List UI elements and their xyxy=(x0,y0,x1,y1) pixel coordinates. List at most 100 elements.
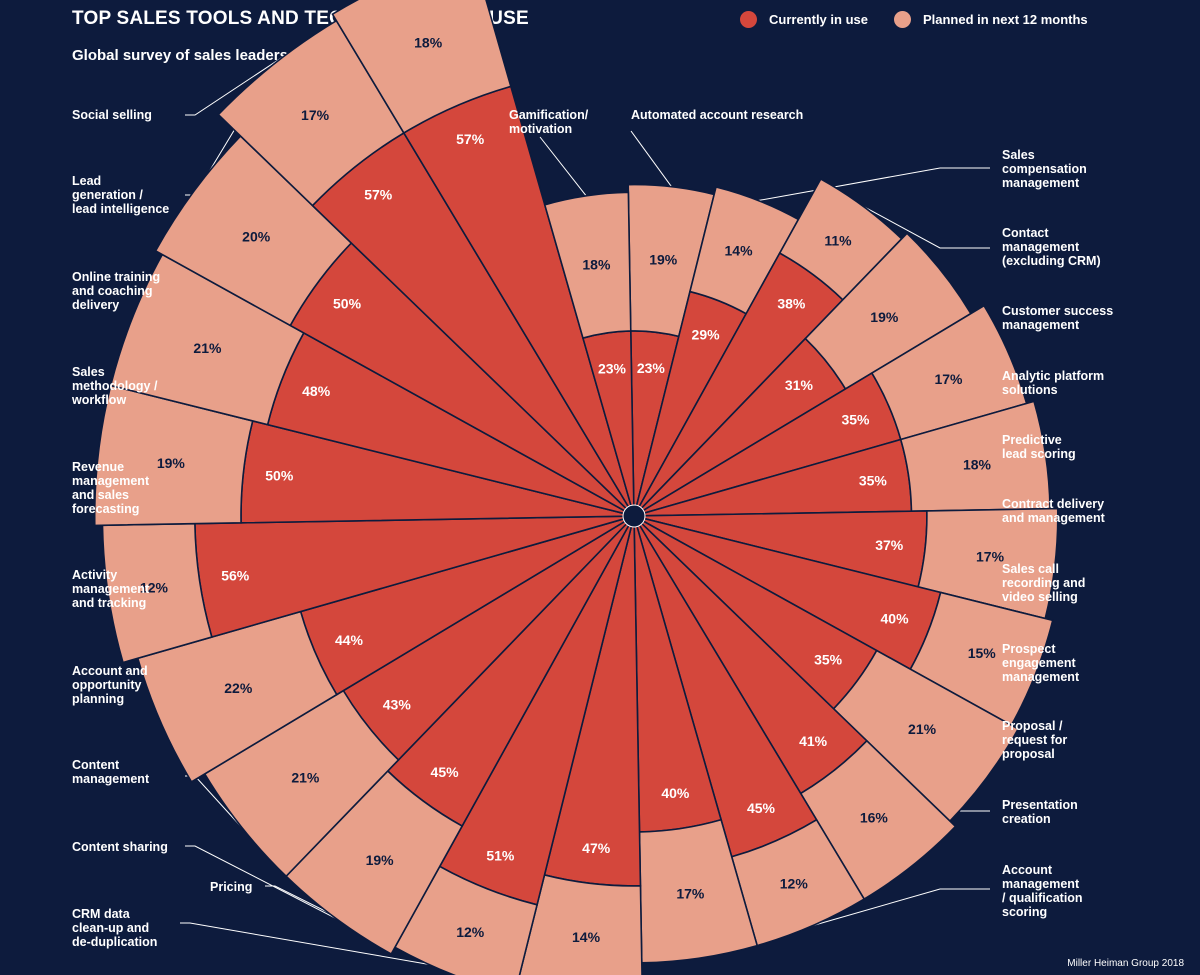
category-label-line: management xyxy=(1002,240,1080,254)
value-label-planned: 21% xyxy=(291,769,320,785)
category-label-line: delivery xyxy=(72,298,119,312)
category-label-line: and sales xyxy=(72,488,129,502)
category-label: Predictive lead scoring xyxy=(1002,433,1076,461)
value-label-current: 31% xyxy=(785,377,814,393)
source-credit: Miller Heiman Group 2018 xyxy=(1067,958,1184,969)
category-label-line: Account xyxy=(1002,863,1053,877)
value-label-planned: 16% xyxy=(860,810,889,826)
value-label-current: 44% xyxy=(335,632,364,648)
category-label-line: Predictive xyxy=(1002,433,1062,447)
category-label-line: / qualification xyxy=(1002,891,1083,905)
legend-swatch-current xyxy=(740,11,757,28)
value-label-planned: 20% xyxy=(242,228,271,244)
category-label-line: management xyxy=(1002,670,1080,684)
category-labels: Automated account research Sales compensat… xyxy=(71,108,1113,949)
category-label: Gamification/motivation xyxy=(509,108,589,136)
category-label-line: motivation xyxy=(509,122,572,136)
value-label-planned: 19% xyxy=(366,852,395,868)
category-label: Online training and coaching delivery xyxy=(72,270,160,312)
value-label-current: 23% xyxy=(637,360,666,376)
category-label-line: management xyxy=(1002,877,1080,891)
category-label-line: lead intelligence xyxy=(72,202,169,216)
category-label-line: engagement xyxy=(1002,656,1076,670)
category-label-line: management xyxy=(72,474,150,488)
value-label-planned: 17% xyxy=(976,549,1005,565)
category-label-line: Customer success xyxy=(1002,304,1113,318)
category-label-line: generation / xyxy=(72,188,143,202)
value-label-current: 23% xyxy=(598,361,627,377)
legend-label-current: Currently in use xyxy=(769,12,868,27)
value-labels: 23% 19% 29% 14% 38% 11% 31% 19% 35% 17% 35% 18% 37% 1… xyxy=(140,35,1005,945)
category-label-line: recording and xyxy=(1002,576,1085,590)
value-label-planned: 22% xyxy=(224,680,253,696)
category-label: CRM data clean-up and de-duplication xyxy=(72,907,157,949)
category-label: Revenue management and sales forecasting xyxy=(72,460,150,516)
bar-planned xyxy=(331,0,512,135)
category-label-line: Revenue xyxy=(72,460,124,474)
value-label-planned: 12% xyxy=(780,875,809,891)
value-label-current: 51% xyxy=(486,847,515,863)
value-label-planned: 17% xyxy=(301,107,330,123)
category-label-line: Prospect xyxy=(1002,642,1056,656)
category-label-line: Account and xyxy=(72,664,148,678)
category-label-line: and management xyxy=(1002,511,1106,525)
category-label-line: clean-up and xyxy=(72,921,149,935)
category-label-line: opportunity xyxy=(72,678,141,692)
value-label-planned: 18% xyxy=(963,457,992,473)
category-label: Content sharing xyxy=(72,840,168,854)
value-label-current: 50% xyxy=(333,296,362,312)
category-label-line: Content sharing xyxy=(72,840,168,854)
category-label-line: management xyxy=(72,772,150,786)
value-label-current: 35% xyxy=(841,412,870,428)
value-label-current: 29% xyxy=(692,326,721,342)
value-label-current: 47% xyxy=(582,840,611,856)
category-label-line: Contract delivery xyxy=(1002,497,1104,511)
category-label-line: Presentation xyxy=(1002,798,1078,812)
category-label-line: Sales call xyxy=(1002,562,1059,576)
category-label-line: request for xyxy=(1002,733,1067,747)
category-label: Presentation creation xyxy=(1002,798,1078,826)
category-label-line: forecasting xyxy=(72,502,139,516)
value-label-planned: 21% xyxy=(193,340,222,356)
category-label: Content management xyxy=(72,758,150,786)
category-label-line: Proposal / xyxy=(1002,719,1063,733)
category-label-line: Lead xyxy=(72,174,101,188)
category-label-line: (excluding CRM) xyxy=(1002,254,1101,268)
category-label: Pricing xyxy=(210,880,252,894)
category-label: Social selling xyxy=(72,108,152,122)
value-label-current: 56% xyxy=(221,568,250,584)
category-label-line: Sales xyxy=(72,365,105,379)
category-label-line: management xyxy=(1002,176,1080,190)
value-label-planned: 19% xyxy=(870,309,899,325)
category-label-line: Contact xyxy=(1002,226,1049,240)
legend-item-planned: Planned in next 12 months xyxy=(893,11,1088,28)
value-label-planned: 17% xyxy=(934,371,963,387)
value-label-planned: 18% xyxy=(414,35,443,51)
category-label-line: management xyxy=(1002,318,1080,332)
category-label: Sales compensation management xyxy=(1002,148,1087,190)
category-label-line: de-duplication xyxy=(72,935,157,949)
category-label-line: Online training xyxy=(72,270,160,284)
category-label-line: planning xyxy=(72,692,124,706)
category-label-line: lead scoring xyxy=(1002,447,1076,461)
category-label-line: and tracking xyxy=(72,596,146,610)
chart-subtitle: Global survey of sales leaders xyxy=(72,47,288,64)
category-label-line: methodology / xyxy=(72,379,158,393)
value-label-planned: 14% xyxy=(725,243,754,259)
category-label-line: video selling xyxy=(1002,590,1078,604)
category-label: Account management / qualification scoring xyxy=(1002,863,1083,919)
category-label: Contact management (excluding CRM) xyxy=(1002,226,1101,268)
category-label-line: creation xyxy=(1002,812,1051,826)
category-label-line: solutions xyxy=(1002,383,1058,397)
category-label-line: workflow xyxy=(71,393,126,407)
value-label-current: 41% xyxy=(799,733,828,749)
category-label-line: scoring xyxy=(1002,905,1047,919)
category-label-line: Automated account research xyxy=(631,108,803,122)
leader-line xyxy=(862,205,990,249)
category-label-line: Analytic platform xyxy=(1002,369,1104,383)
value-label-current: 35% xyxy=(859,472,888,488)
value-label-planned: 17% xyxy=(676,885,705,901)
legend-label-planned: Planned in next 12 months xyxy=(922,12,1088,27)
legend: Currently in use Planned in next 12 mont… xyxy=(740,11,1114,28)
